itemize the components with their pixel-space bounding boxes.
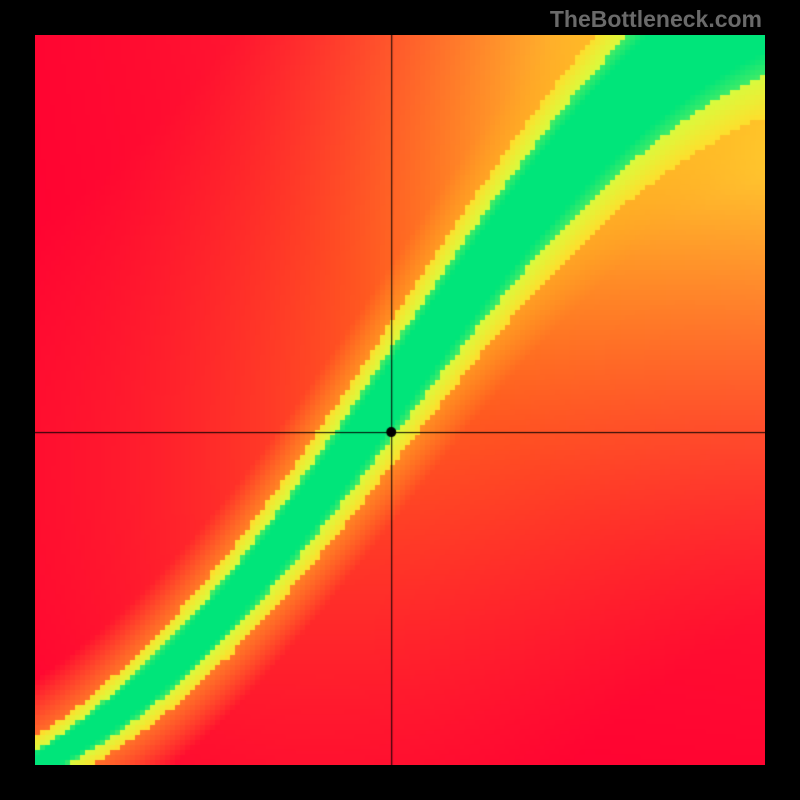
- plot-area: [35, 35, 765, 765]
- heatmap-canvas: [35, 35, 765, 765]
- watermark-text: TheBottleneck.com: [550, 6, 762, 33]
